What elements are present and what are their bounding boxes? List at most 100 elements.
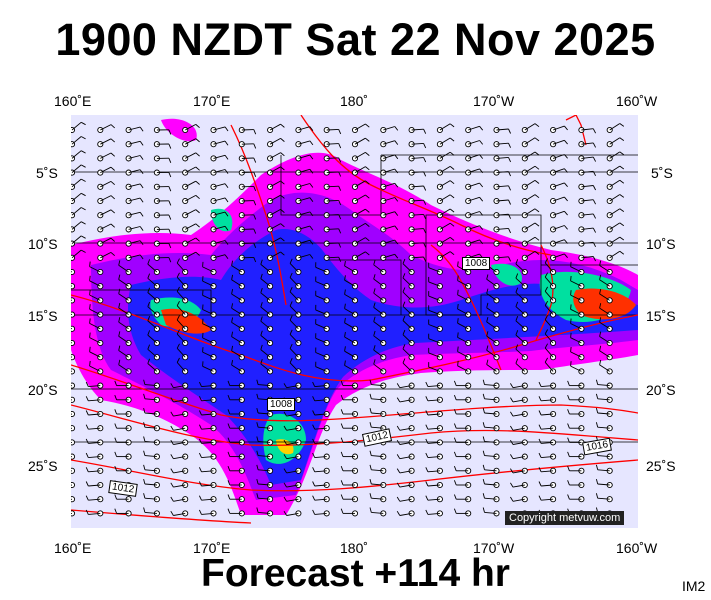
station-marker: [125, 368, 132, 375]
wind-barb-feather: [373, 316, 376, 322]
wind-barb-shaft: [202, 266, 214, 273]
eez-box-4: [326, 259, 402, 315]
wind-barb-feather: [224, 254, 229, 260]
wind-barb-feather: [80, 150, 86, 154]
wind-barb-shaft: [213, 197, 226, 202]
wind-barb-feather: [453, 508, 457, 514]
wind-barb-shaft: [484, 469, 497, 472]
wind-barb-shaft: [128, 155, 141, 159]
wind-barb-shaft: [173, 413, 186, 417]
wind-barb-feather: [340, 409, 344, 415]
wind-barb-shaft: [411, 228, 424, 230]
wind-barb-shaft: [399, 512, 412, 516]
wind-barb-shaft: [354, 137, 366, 145]
wind-barb-shaft: [544, 276, 554, 287]
wind-barb-shaft: [184, 251, 197, 259]
wind-barb-shaft: [524, 194, 536, 202]
wind-barb-feather: [139, 126, 144, 132]
wind-barb-feather: [283, 411, 287, 417]
wind-barb-feather: [312, 424, 316, 430]
wind-barb-feather: [599, 274, 602, 280]
wind-barb-shaft: [609, 165, 621, 173]
wind-barb-feather: [340, 423, 344, 429]
station-marker: [465, 226, 472, 233]
wind-barb-shaft: [344, 308, 356, 315]
wind-barb-feather: [508, 128, 512, 134]
wind-barb-feather: [564, 253, 568, 258]
wind-barb-feather: [89, 261, 91, 267]
wind-barb-shaft: [298, 168, 311, 174]
wind-barb-feather: [253, 157, 257, 163]
wind-barb-feather: [482, 464, 485, 470]
wind-barb-shaft: [484, 455, 497, 458]
wind-barb-feather: [110, 195, 115, 200]
wind-barb-shaft: [89, 294, 101, 301]
wind-barb-shaft: [202, 323, 214, 330]
wind-barb-shaft: [515, 320, 526, 330]
wind-barb-feather: [510, 425, 514, 431]
wind-barb-feather: [147, 287, 151, 293]
wind-barb-shaft: [289, 291, 299, 301]
wind-barb-feather: [340, 494, 344, 500]
wind-barb-shaft: [128, 226, 141, 230]
station-marker: [182, 226, 189, 233]
wind-barb-feather: [534, 180, 540, 184]
wind-barb-feather: [309, 126, 314, 131]
wind-barb-shaft: [176, 319, 186, 330]
wind-barb-feather: [224, 126, 229, 132]
wind-barb-shaft: [344, 322, 356, 330]
wind-barb-shaft: [609, 236, 621, 244]
wind-barb-feather: [369, 407, 372, 414]
wind-barb-shaft: [88, 484, 101, 487]
wind-barb-feather: [544, 272, 548, 278]
wind-barb-shaft: [609, 208, 621, 216]
wind-barb-feather: [224, 226, 229, 231]
wind-barb-feather: [309, 211, 314, 217]
wind-barb-feather: [227, 380, 231, 386]
wind-barb-shaft: [260, 278, 271, 287]
wind-barb-feather: [340, 508, 344, 514]
wind-barb-feather: [170, 439, 174, 445]
wind-barb-feather: [486, 302, 489, 308]
wind-barb-shaft: [213, 169, 226, 174]
wind-barb-feather: [595, 379, 599, 385]
station-marker: [210, 155, 217, 162]
lat-label-right-25s: 25˚S: [646, 458, 676, 474]
station-marker: [71, 510, 76, 517]
wind-barb-feather: [592, 128, 597, 134]
wind-barb-shaft: [144, 440, 157, 443]
station-marker: [351, 226, 359, 233]
wind-barb-feather: [231, 317, 234, 323]
wind-barb-feather: [309, 169, 314, 174]
wind-barb-feather: [198, 396, 202, 401]
wind-barb-shaft: [457, 365, 469, 372]
wind-barb-feather: [224, 197, 229, 203]
wind-barb-shaft: [570, 323, 582, 330]
wind-barb-feather: [147, 259, 151, 265]
lat-label-right-5s: 5˚S: [651, 165, 673, 181]
wind-barb-shaft: [258, 412, 271, 415]
wind-barb-shaft: [128, 126, 141, 131]
wind-barb-feather: [567, 394, 570, 400]
wind-barb-feather: [592, 156, 597, 162]
wind-barb-feather: [253, 143, 257, 149]
wind-barb-shaft: [427, 427, 440, 430]
wind-barb-feather: [567, 465, 570, 471]
wind-barb-feather: [170, 482, 174, 488]
station-marker: [606, 268, 613, 276]
station-marker: [71, 382, 76, 389]
wind-barb-feather: [253, 172, 257, 177]
wind-barb-shaft: [147, 363, 158, 372]
wind-barb-shaft: [326, 256, 339, 259]
wind-barb-shaft: [176, 262, 186, 273]
wind-barb-feather: [534, 137, 540, 142]
wind-barb-feather: [143, 379, 146, 385]
wind-barb-feather: [365, 152, 370, 156]
wind-barb-feather: [510, 496, 514, 502]
wind-barb-feather: [198, 424, 202, 430]
wind-barb-feather: [538, 438, 542, 444]
wind-barb-shaft: [428, 338, 441, 344]
wind-barb-shaft: [428, 267, 441, 273]
wind-barb-feather: [147, 316, 151, 322]
wind-barb-feather: [338, 242, 342, 248]
